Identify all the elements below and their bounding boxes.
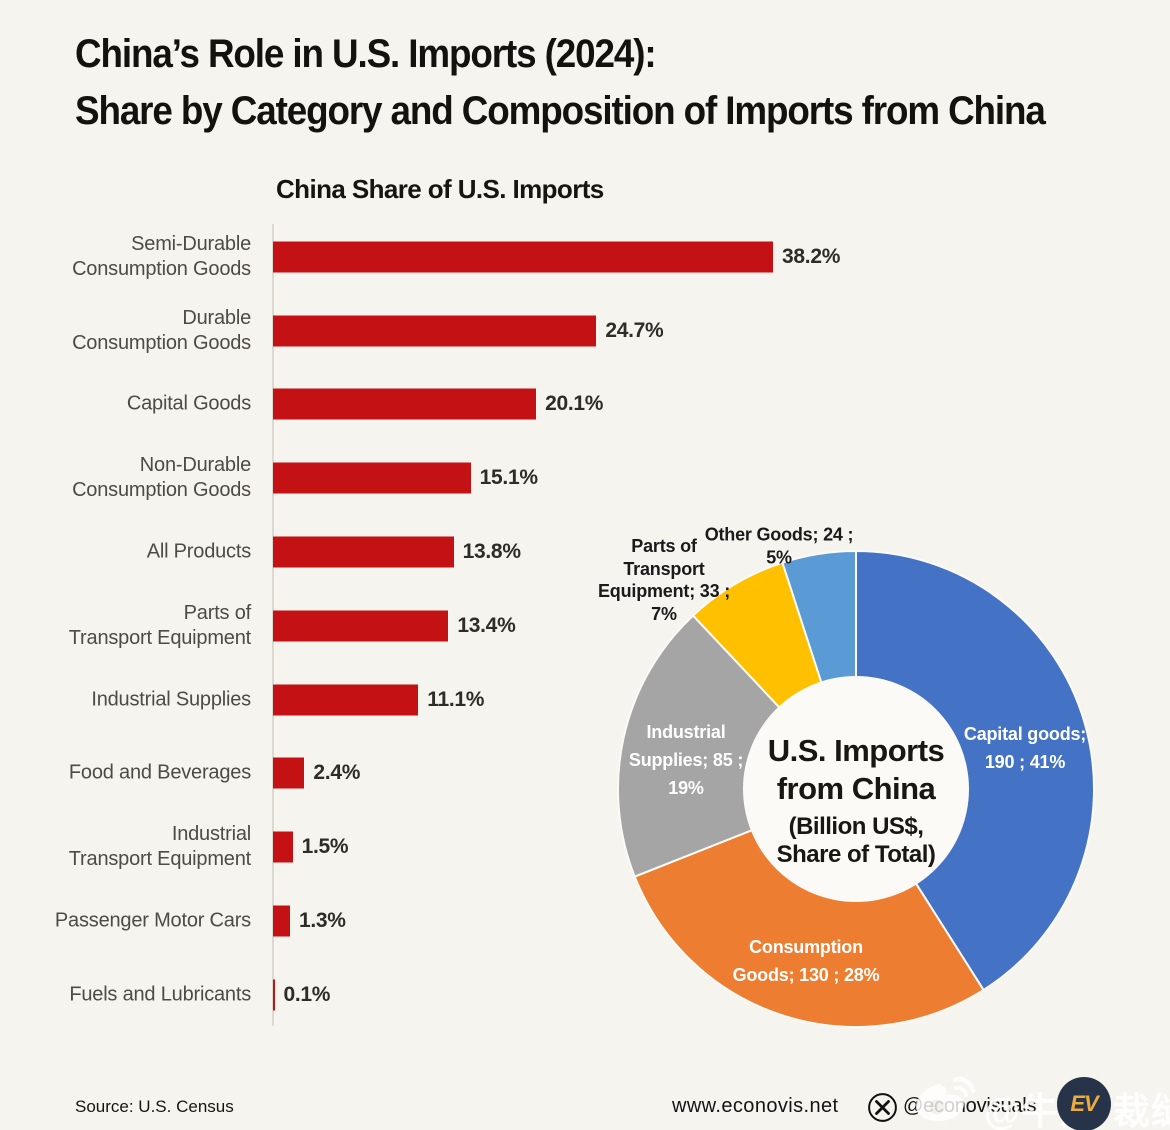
- donut-center-label: U.S. Imports from China (Billion US$, Sh…: [726, 732, 986, 870]
- bar-value: 20.1%: [545, 392, 604, 416]
- bar-row: Passenger Motor Cars 1.3%: [0, 884, 1170, 958]
- bar-row: Parts of Transport Equipment 13.4%: [0, 589, 1170, 663]
- donut-slice-label: Parts of Transport Equipment; 33 ; 7%: [597, 536, 731, 624]
- bar-label: Semi-Durable Consumption Goods: [72, 232, 251, 280]
- bar: [273, 388, 537, 420]
- website-link[interactable]: www.econovis.net: [672, 1095, 839, 1117]
- page-title-line2: Share by Category and Composition of Imp…: [75, 89, 1046, 133]
- donut-center-title: U.S. Imports from China: [767, 732, 945, 806]
- bar-value: 11.1%: [427, 687, 485, 711]
- watermark-text-right: 裁缝: [1113, 1091, 1170, 1130]
- bar-value: 2.4%: [313, 761, 361, 785]
- weibo-icon: [916, 1076, 976, 1121]
- bar-value: 15.1%: [479, 466, 538, 490]
- donut-slice-label: Other Goods; 24 ; 5%: [704, 524, 854, 568]
- bar: [273, 610, 449, 642]
- donut-slice-label: Capital goods; 190 ; 41%: [963, 724, 1087, 772]
- bar: [273, 979, 275, 1011]
- bar: [273, 315, 597, 347]
- bar-label: All Products: [146, 540, 252, 563]
- bar-row: Food and Beverages 2.4%: [0, 737, 1170, 811]
- bar-value: 0.1%: [283, 982, 331, 1006]
- bar: [273, 241, 774, 273]
- bar-row: Non-Durable Consumption Goods 15.1%: [0, 441, 1170, 515]
- x-logo-icon: [868, 1093, 897, 1122]
- bar-value: 38.2%: [782, 244, 841, 268]
- bar: [273, 905, 291, 937]
- bar-row: Fuels and Lubricants 0.1%: [0, 958, 1170, 1032]
- bar: [273, 684, 419, 716]
- bar: [273, 462, 471, 494]
- econovis-logo: EV: [1057, 1077, 1111, 1130]
- donut-slice-label: Industrial Supplies; 85 ; 19%: [628, 722, 744, 798]
- bar-row: Capital Goods 20.1%: [0, 368, 1170, 442]
- bar-label: Durable Consumption Goods: [72, 306, 251, 354]
- donut-slice-label: Consumption Goods; 130 ; 28%: [732, 937, 880, 985]
- bar: [273, 536, 454, 568]
- bar-label: Fuels and Lubricants: [69, 983, 251, 1006]
- bar-value: 1.3%: [299, 909, 346, 933]
- page-title: China’s Role in U.S. Imports (2024): Sha…: [75, 26, 1046, 140]
- bar-row: Industrial Transport Equipment 1.5%: [0, 810, 1170, 884]
- donut-chart: [617, 549, 1095, 1028]
- bar-row: Durable Consumption Goods 24.7%: [0, 294, 1170, 368]
- bar-label: Capital Goods: [126, 392, 251, 415]
- bar: [273, 757, 305, 789]
- bar-value: 24.7%: [605, 318, 664, 342]
- bar-value: 13.4%: [457, 613, 516, 637]
- bar-row: Semi-Durable Consumption Goods 38.2%: [0, 220, 1170, 294]
- bar-label: Industrial Supplies: [91, 688, 251, 711]
- bar-label: Non-Durable Consumption Goods: [72, 454, 251, 502]
- page-title-line1: China’s Role in U.S. Imports (2024):: [75, 32, 657, 76]
- bar-value: 13.8%: [462, 540, 521, 564]
- source-note: Source: U.S. Census: [75, 1097, 234, 1116]
- bar-label: Industrial Transport Equipment: [68, 823, 251, 871]
- donut-center-subtitle: (Billion US$, Share of Total): [776, 812, 936, 869]
- bar-label: Passenger Motor Cars: [54, 909, 251, 932]
- donut-hole: [743, 676, 969, 902]
- bar-row: Industrial Supplies 11.1%: [0, 663, 1170, 737]
- bar-chart-title: China Share of U.S. Imports: [276, 174, 604, 204]
- donut-slice: [633, 787, 985, 1028]
- bar-label: Food and Beverages: [68, 761, 251, 784]
- bar-value: 1.5%: [301, 835, 349, 859]
- econovis-logo-text: EV: [1070, 1091, 1098, 1116]
- bar: [273, 831, 293, 863]
- bar-label: Parts of Transport Equipment: [68, 601, 251, 649]
- bar-row: All Products 13.8%: [0, 515, 1170, 589]
